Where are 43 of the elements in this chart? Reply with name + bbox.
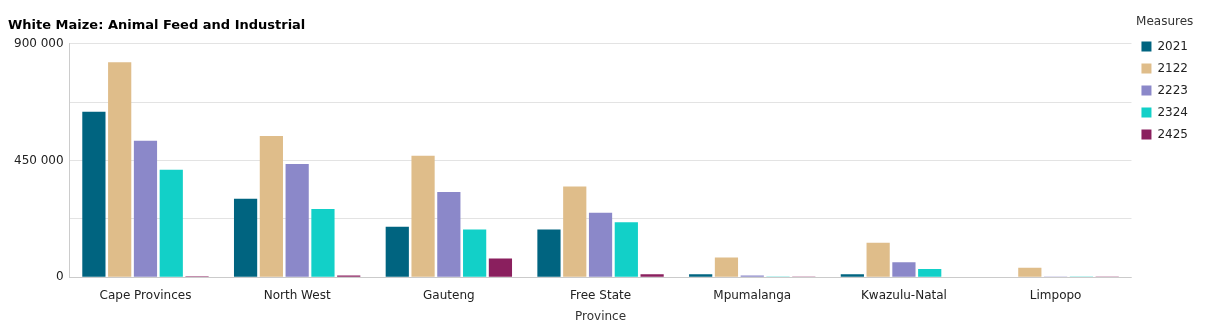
legend-label: 2223 — [1157, 82, 1189, 97]
legend-label: 2324 — [1157, 104, 1189, 119]
bar — [892, 262, 916, 277]
x-tick-label: Mpumalanga — [713, 287, 792, 302]
bar — [640, 274, 664, 277]
bar — [233, 198, 258, 277]
y-tick-label: 450 000 — [14, 152, 64, 167]
bar — [259, 136, 283, 277]
bar — [437, 192, 461, 277]
bar — [840, 274, 864, 277]
bar — [714, 257, 739, 277]
bar — [463, 229, 487, 277]
x-tick-label: Limpopo — [1029, 287, 1082, 302]
chart-title: White Maize: Animal Feed and Industrial — [8, 17, 306, 33]
bar — [614, 222, 638, 277]
x-tick-label: Kwazulu-Natal — [860, 287, 947, 302]
bar — [537, 229, 561, 277]
bar — [488, 258, 513, 277]
bar — [159, 169, 183, 277]
bar — [1018, 267, 1042, 277]
legend-label: 2425 — [1157, 126, 1189, 141]
x-tick-label: Free State — [570, 287, 632, 302]
y-tick-label: 0 — [55, 269, 64, 284]
bar — [82, 111, 106, 277]
bar — [285, 164, 309, 277]
bar — [385, 226, 409, 277]
x-axis-title: Province — [575, 308, 627, 323]
bar — [918, 268, 942, 277]
x-tick-label: North West — [263, 287, 331, 302]
bar — [311, 208, 335, 277]
bar — [133, 140, 158, 277]
y-tick-label: 900 000 — [14, 35, 64, 50]
x-tick-label: Cape Provinces — [99, 287, 192, 302]
bar — [108, 62, 132, 277]
legend-label: 2122 — [1157, 60, 1189, 75]
bar — [563, 186, 587, 277]
legend-title: Measures — [1136, 14, 1194, 29]
x-tick-label: Gauteng — [423, 287, 475, 302]
bar — [689, 274, 713, 277]
bar — [866, 242, 890, 277]
bar — [411, 155, 435, 277]
legend-label: 2021 — [1157, 38, 1189, 53]
bar — [588, 212, 613, 277]
